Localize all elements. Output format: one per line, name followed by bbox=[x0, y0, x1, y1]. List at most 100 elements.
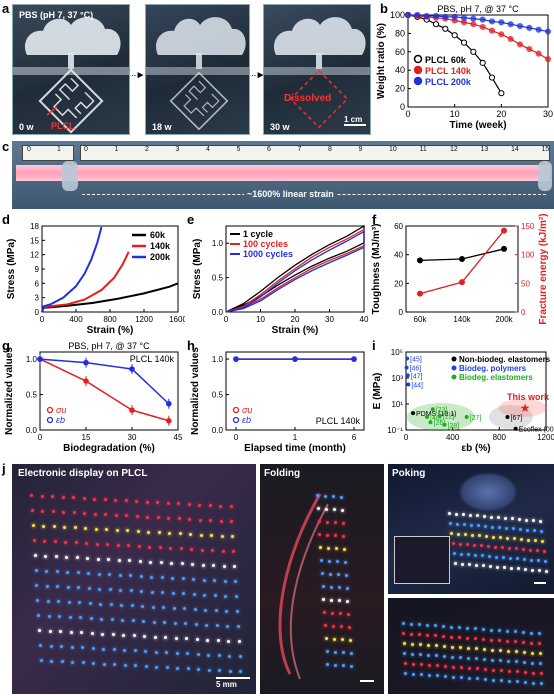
led-dot bbox=[72, 496, 75, 500]
d-ytick-label: 18 bbox=[30, 222, 39, 231]
ruler-right-label: 14 bbox=[511, 146, 519, 153]
led-dot bbox=[497, 516, 500, 520]
photo-display-main: Electronic display on PLCL 5 mm bbox=[12, 464, 256, 694]
led-dot bbox=[46, 599, 50, 603]
b-ytick-label: 20 bbox=[395, 84, 405, 94]
led-dot bbox=[459, 666, 463, 670]
led-dot bbox=[107, 558, 111, 562]
led-dot bbox=[326, 663, 330, 666]
led-dot bbox=[538, 652, 542, 656]
b-data-point bbox=[451, 13, 458, 20]
led-dot bbox=[442, 635, 446, 638]
led-dot bbox=[467, 666, 471, 670]
led-dot bbox=[112, 648, 116, 652]
chart-f: 0 20 40 60 0 50 100 150 60k 140k 200k Toughness (MJ… bbox=[371, 213, 549, 324]
led-dot bbox=[140, 590, 144, 593]
b-data-point bbox=[498, 19, 505, 26]
led-dot bbox=[71, 660, 75, 664]
led-dot bbox=[85, 542, 89, 545]
f-data-point bbox=[501, 227, 507, 234]
led-dot bbox=[532, 519, 535, 523]
led-dot bbox=[515, 557, 519, 561]
led-dot bbox=[508, 679, 511, 683]
led-dot bbox=[94, 527, 98, 531]
h-data-point bbox=[233, 356, 239, 362]
led-dot bbox=[542, 549, 546, 553]
h-data-point bbox=[351, 356, 357, 362]
led-dot bbox=[463, 523, 467, 527]
b-ytick-label: 0 bbox=[400, 102, 405, 112]
plcl-tag: PLCL bbox=[51, 121, 75, 131]
led-dot bbox=[231, 535, 235, 539]
led-dot bbox=[202, 578, 206, 582]
b-legend-marker bbox=[413, 76, 423, 86]
i-point-label: [28] bbox=[448, 423, 460, 430]
g-data-point bbox=[129, 407, 135, 413]
i-data-point bbox=[437, 413, 442, 418]
led-dot bbox=[531, 661, 535, 665]
led-dot bbox=[78, 601, 82, 605]
led-dot bbox=[102, 662, 106, 666]
led-dot bbox=[442, 645, 446, 648]
led-dot bbox=[98, 587, 102, 591]
led-dot bbox=[402, 632, 406, 635]
led-dot bbox=[517, 567, 520, 571]
led-dot bbox=[208, 504, 212, 508]
led-dot bbox=[457, 532, 461, 536]
led-dot bbox=[217, 654, 221, 658]
led-dot bbox=[117, 558, 121, 562]
led-dot bbox=[139, 575, 143, 578]
led-dot bbox=[88, 602, 92, 605]
b-series-line bbox=[407, 14, 549, 60]
led-dot bbox=[493, 545, 497, 549]
led-dot bbox=[324, 637, 328, 640]
led-dot bbox=[450, 635, 454, 639]
led-dot bbox=[327, 546, 331, 550]
led-dot bbox=[228, 669, 232, 673]
led-dot bbox=[316, 494, 319, 497]
photo-stretch: ~1600% linear strain bbox=[12, 141, 554, 209]
e-ytick-label: 0.5 bbox=[212, 274, 224, 283]
d-ytick-label: 15 bbox=[30, 236, 39, 245]
b-data-point bbox=[442, 25, 449, 32]
b-legend-label: PLCL 60k bbox=[425, 55, 467, 65]
led-dot bbox=[523, 661, 527, 664]
led-dot bbox=[108, 573, 111, 577]
led-dot bbox=[324, 624, 327, 627]
led-dot bbox=[508, 556, 512, 560]
f-xtick-label: 60k bbox=[414, 315, 428, 324]
led-dot bbox=[458, 636, 462, 640]
g-series-line bbox=[39, 358, 170, 405]
led-dot bbox=[498, 629, 501, 633]
led-dot bbox=[410, 632, 414, 636]
led-dot bbox=[328, 559, 331, 563]
scalebar-poke bbox=[534, 582, 546, 584]
d-series-line bbox=[41, 226, 103, 313]
led-dot bbox=[541, 539, 545, 543]
led-dot bbox=[449, 522, 453, 525]
led-dot bbox=[482, 628, 485, 631]
led-dot bbox=[68, 615, 72, 619]
led-dot bbox=[180, 562, 184, 566]
led-dot bbox=[224, 594, 228, 598]
b-ytick-label: 80 bbox=[395, 28, 405, 38]
ruler-right bbox=[80, 145, 550, 161]
photo-frame-18w: 18 w bbox=[145, 4, 250, 135]
i-data-point bbox=[430, 407, 435, 412]
led-dot bbox=[498, 649, 502, 653]
ruler-right-label: 10 bbox=[389, 146, 397, 153]
h-legend-label: σu bbox=[242, 405, 252, 415]
led-dot bbox=[77, 586, 81, 590]
panel-label-f: f bbox=[372, 212, 377, 227]
led-dot bbox=[474, 627, 477, 631]
led-dot bbox=[214, 609, 218, 613]
i-point-label: [27] bbox=[470, 415, 482, 422]
led-dot bbox=[538, 642, 542, 646]
led-dot bbox=[153, 635, 157, 639]
chart-e: 0 10 20 30 40 0.0 0.5 1.0 Strain (%) Stress (MPa)… bbox=[192, 224, 369, 336]
g-plot-frame bbox=[39, 351, 179, 431]
g-data-point bbox=[37, 356, 43, 362]
led-dot bbox=[87, 587, 91, 590]
led-dot bbox=[528, 548, 532, 552]
g-ylabel: Normalized values bbox=[4, 347, 15, 435]
